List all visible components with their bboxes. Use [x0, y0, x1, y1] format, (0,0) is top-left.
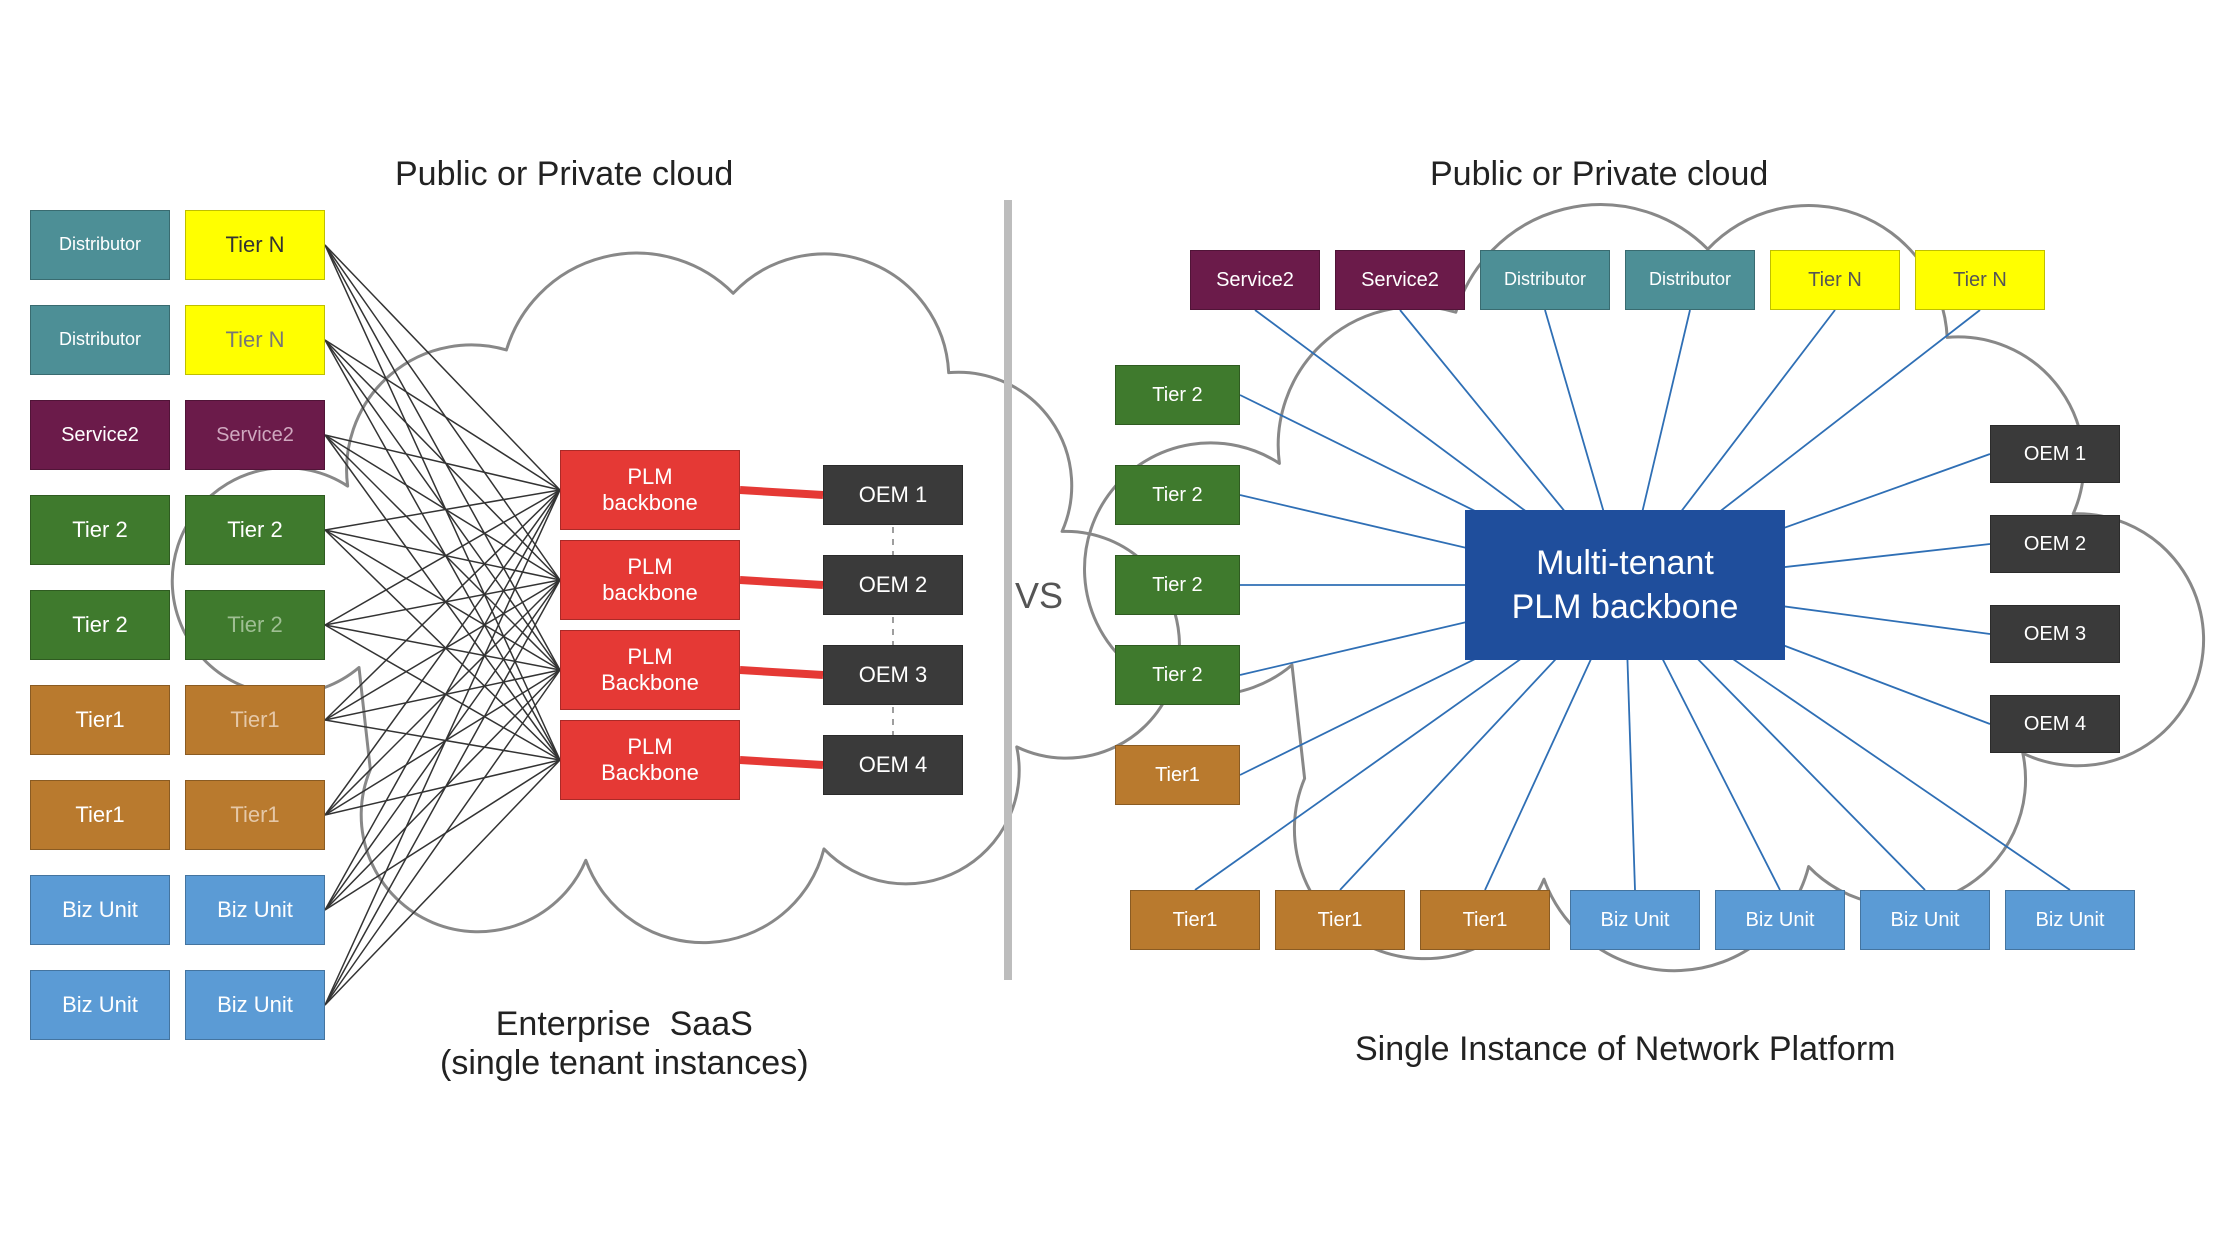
vs-label: VS: [1015, 575, 1063, 617]
right-bottom-box-5: Biz Unit: [1860, 890, 1990, 950]
left-col1-box-2: Service2: [30, 400, 170, 470]
left-col1-box-4: Tier 2: [30, 590, 170, 660]
right-rightcol-box-3: OEM 4: [1990, 695, 2120, 753]
right-bottom-box-0: Tier1: [1130, 890, 1260, 950]
left-col1-box-5: Tier1: [30, 685, 170, 755]
right-leftcol-box-0: Tier 2: [1115, 365, 1240, 425]
oem-box-3: OEM 4: [823, 735, 963, 795]
plm-backbone-2: PLM Backbone: [560, 630, 740, 710]
vertical-divider: [1004, 200, 1012, 980]
left-col2-box-2: Service2: [185, 400, 325, 470]
oem-box-1: OEM 2: [823, 555, 963, 615]
left-col1-box-3: Tier 2: [30, 495, 170, 565]
right-bottom-box-3: Biz Unit: [1570, 890, 1700, 950]
left-title: Public or Private cloud: [395, 155, 733, 194]
left-col1-box-0: Distributor: [30, 210, 170, 280]
left-col2-box-1: Tier N: [185, 305, 325, 375]
left-col2-box-6: Tier1: [185, 780, 325, 850]
right-top-box-3: Distributor: [1625, 250, 1755, 310]
right-leftcol-box-4: Tier1: [1115, 745, 1240, 805]
multi-tenant-plm-backbone: Multi-tenant PLM backbone: [1465, 510, 1785, 660]
left-col2-box-3: Tier 2: [185, 495, 325, 565]
right-title: Public or Private cloud: [1430, 155, 1768, 194]
left-col1-box-1: Distributor: [30, 305, 170, 375]
left-col1-box-7: Biz Unit: [30, 875, 170, 945]
oem-box-2: OEM 3: [823, 645, 963, 705]
diagram-stage: Public or Private cloud Public or Privat…: [0, 0, 2226, 1242]
left-col2-box-5: Tier1: [185, 685, 325, 755]
right-leftcol-box-1: Tier 2: [1115, 465, 1240, 525]
left-col1-box-8: Biz Unit: [30, 970, 170, 1040]
left-col2-box-4: Tier 2: [185, 590, 325, 660]
right-top-box-4: Tier N: [1770, 250, 1900, 310]
left-col2-box-7: Biz Unit: [185, 875, 325, 945]
right-top-box-5: Tier N: [1915, 250, 2045, 310]
right-leftcol-box-2: Tier 2: [1115, 555, 1240, 615]
right-subtitle: Single Instance of Network Platform: [1355, 1030, 1895, 1069]
left-col1-box-6: Tier1: [30, 780, 170, 850]
plm-backbone-1: PLM backbone: [560, 540, 740, 620]
right-bottom-box-2: Tier1: [1420, 890, 1550, 950]
right-rightcol-box-1: OEM 2: [1990, 515, 2120, 573]
right-rightcol-box-2: OEM 3: [1990, 605, 2120, 663]
right-top-box-0: Service2: [1190, 250, 1320, 310]
left-subtitle: Enterprise SaaS (single tenant instances…: [440, 1005, 809, 1083]
right-bottom-box-1: Tier1: [1275, 890, 1405, 950]
right-top-box-1: Service2: [1335, 250, 1465, 310]
right-bottom-box-4: Biz Unit: [1715, 890, 1845, 950]
right-leftcol-box-3: Tier 2: [1115, 645, 1240, 705]
left-col2-box-8: Biz Unit: [185, 970, 325, 1040]
right-rightcol-box-0: OEM 1: [1990, 425, 2120, 483]
plm-backbone-3: PLM Backbone: [560, 720, 740, 800]
right-top-box-2: Distributor: [1480, 250, 1610, 310]
left-col2-box-0: Tier N: [185, 210, 325, 280]
oem-box-0: OEM 1: [823, 465, 963, 525]
plm-backbone-0: PLM backbone: [560, 450, 740, 530]
right-bottom-box-6: Biz Unit: [2005, 890, 2135, 950]
